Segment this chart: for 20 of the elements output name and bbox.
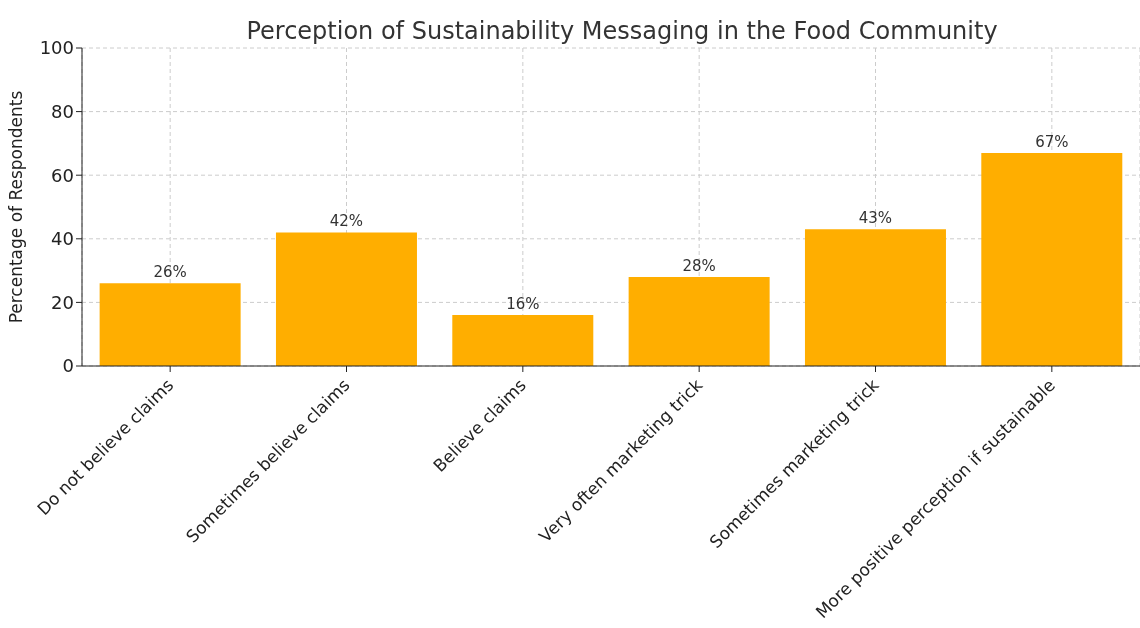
data-label: 26% bbox=[153, 263, 187, 282]
chart-title: Perception of Sustainability Messaging in the Food Community bbox=[246, 17, 998, 45]
y-tick-label: 80 bbox=[51, 100, 74, 122]
y-tick-label: 60 bbox=[51, 164, 74, 186]
bar bbox=[981, 152, 1123, 366]
bar bbox=[804, 229, 946, 366]
data-label: 67% bbox=[1035, 132, 1069, 151]
bar bbox=[99, 283, 241, 366]
data-label: 42% bbox=[329, 212, 364, 231]
y-tick-label: 20 bbox=[51, 291, 74, 313]
data-label: 43% bbox=[858, 209, 893, 228]
bar bbox=[275, 232, 417, 366]
y-tick-label: 0 bbox=[62, 355, 74, 377]
bar bbox=[628, 276, 770, 366]
y-tick-label: 40 bbox=[51, 228, 74, 250]
data-label: 28% bbox=[682, 256, 716, 275]
y-tick-label: 100 bbox=[39, 37, 74, 59]
y-axis-title: Percentage of Respondents bbox=[6, 90, 27, 324]
bar bbox=[452, 315, 594, 366]
data-label: 16% bbox=[506, 295, 540, 314]
